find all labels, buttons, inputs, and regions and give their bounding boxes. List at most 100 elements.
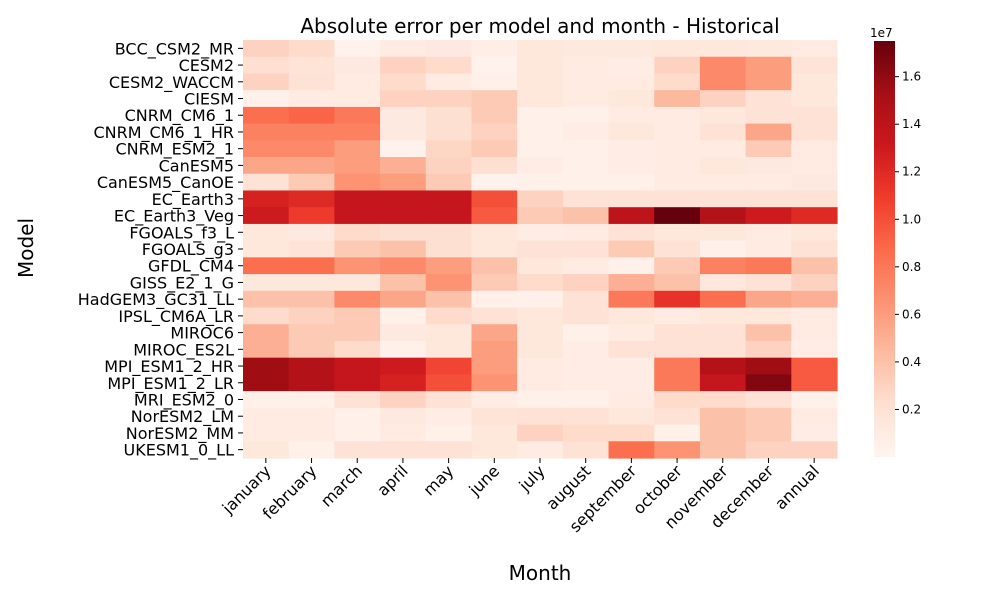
heatmap-cell-CNRM_CM6_1_HR-annual: [791, 123, 838, 141]
heatmap-cell-MIROC_ES2L-august: [562, 340, 610, 359]
heatmap-cell-HadGEM3_GC31_LL-november: [699, 290, 747, 309]
heatmap-cell-MIROC_ES2L-may: [425, 340, 473, 359]
heatmap-cell-IPSL_CM6A_LR-september: [608, 307, 655, 325]
heatmap-cell-FGOALS_f3_L-april: [380, 223, 427, 242]
heatmap-cell-MIROC_ES2L-october: [654, 340, 701, 359]
heatmap-cell-MPI_ESM1_2_LR-may: [425, 374, 473, 392]
colorbar: [874, 41, 895, 457]
chart-title: Absolute error per model and month - His…: [300, 14, 779, 38]
heatmap-cell-MPI_ESM1_2_HR-july: [517, 357, 564, 375]
heatmap-cell-MIROC6-march: [334, 324, 381, 342]
x-tick-label: july: [515, 461, 549, 495]
y-tick-label: MPI_ESM1_2_HR: [104, 357, 234, 377]
heatmap-cell-UKESM1_0_LL-march: [334, 441, 381, 459]
heatmap-cell-MIROC6-june: [471, 324, 518, 342]
heatmap-cell-MIROC_ES2L-september: [608, 340, 655, 359]
heatmap-cell-MIROC_ES2L-july: [517, 340, 564, 359]
y-tick-label: GISS_E2_1_G: [130, 273, 234, 293]
heatmap-cell-NorESM2_MM-february: [288, 424, 335, 442]
heatmap-cell-FGOALS_f3_L-october: [654, 223, 701, 242]
heatmap-cell-CESM2-january: [243, 56, 290, 75]
colorbar-tick-label: 1.0: [902, 212, 921, 226]
heatmap-cell-NorESM2_MM-august: [562, 424, 610, 442]
heatmap-cell-CIESM-november: [699, 90, 747, 108]
heatmap-cell-EC_Earth3-february: [288, 190, 335, 208]
heatmap-cell-GISS_E2_1_G-september: [608, 274, 655, 292]
heatmap-cell-CanESM5-may: [425, 157, 473, 175]
heatmap-cell-NorESM2_LM-august: [562, 407, 610, 426]
heatmap-cell-MPI_ESM1_2_LR-august: [562, 374, 610, 392]
heatmap-cell-MRI_ESM2_0-december: [745, 391, 792, 409]
heatmap-cell-NorESM2_LM-october: [654, 407, 701, 426]
y-tick-label: MIROC_ES2L: [133, 340, 234, 360]
heatmap-cell-CIESM-june: [471, 90, 518, 108]
heatmap-cell-CNRM_ESM2_1-annual: [791, 140, 838, 158]
heatmap-cell-CNRM_CM6_1-annual: [791, 106, 838, 125]
heatmap-cell-MPI_ESM1_2_HR-february: [288, 357, 335, 375]
heatmap-cell-EC_Earth3_Veg-november: [699, 207, 747, 225]
heatmap-cell-NorESM2_MM-october: [654, 424, 701, 442]
heatmap-cell-CNRM_CM6_1-july: [517, 106, 564, 125]
heatmap-cell-FGOALS_g3-march: [334, 240, 381, 258]
heatmap-cell-CIESM-annual: [791, 90, 838, 108]
heatmap-cell-CanESM5_CanOE-september: [608, 173, 655, 192]
y-tick-label: CNRM_ESM2_1: [116, 140, 235, 160]
heatmap-cell-CESM2_WACCM-march: [334, 73, 381, 91]
heatmap-cell-CESM2-february: [288, 56, 335, 75]
heatmap-cell-IPSL_CM6A_LR-april: [380, 307, 427, 325]
heatmap-cell-GFDL_CM4-april: [380, 257, 427, 275]
heatmap-cell-EC_Earth3-august: [562, 190, 610, 208]
heatmap-cell-MPI_ESM1_2_HR-september: [608, 357, 655, 375]
heatmap-cell-CanESM5-december: [745, 157, 792, 175]
y-tick-label: HadGEM3_GC31_LL: [78, 290, 234, 310]
heatmap-cell-CIESM-february: [288, 90, 335, 108]
heatmap-cell-EC_Earth3-september: [608, 190, 655, 208]
heatmap-cell-CESM2-july: [517, 56, 564, 75]
heatmap-cell-CESM2-august: [562, 56, 610, 75]
heatmap-cell-MIROC6-april: [380, 324, 427, 342]
heatmap-cell-CNRM_CM6_1_HR-september: [608, 123, 655, 141]
heatmap-cell-HadGEM3_GC31_LL-july: [517, 290, 564, 309]
y-tick-label: EC_Earth3: [152, 190, 234, 210]
heatmap-cell-CESM2_WACCM-august: [562, 73, 610, 91]
heatmap-cell-FGOALS_g3-february: [288, 240, 335, 258]
heatmap-cell-CNRM_CM6_1_HR-june: [471, 123, 518, 141]
heatmap-cell-HadGEM3_GC31_LL-march: [334, 290, 381, 309]
heatmap-cell-FGOALS_f3_L-november: [699, 223, 747, 242]
heatmap-cell-MPI_ESM1_2_HR-annual: [791, 357, 838, 375]
heatmap-cell-HadGEM3_GC31_LL-june: [471, 290, 518, 309]
colorbar-tick-label: 0.2: [902, 402, 921, 416]
heatmap-cell-MIROC_ES2L-november: [699, 340, 747, 359]
heatmap-cell-IPSL_CM6A_LR-march: [334, 307, 381, 325]
y-tick-label: GFDL_CM4: [148, 257, 234, 277]
heatmap-cell-CanESM5_CanOE-august: [562, 173, 610, 192]
heatmap-cell-EC_Earth3-november: [699, 190, 747, 208]
colorbar-tick-label: 0.6: [902, 307, 921, 321]
heatmap-cell-MRI_ESM2_0-march: [334, 391, 381, 409]
y-tick-label: FGOALS_g3: [142, 240, 234, 260]
heatmap-cell-NorESM2_MM-may: [425, 424, 473, 442]
heatmap-cell-GFDL_CM4-july: [517, 257, 564, 275]
heatmap-cell-CanESM5_CanOE-annual: [791, 173, 838, 192]
heatmap-cell-CESM2-annual: [791, 56, 838, 75]
heatmap-cell-FGOALS_g3-april: [380, 240, 427, 258]
heatmap-cell-NorESM2_LM-september: [608, 407, 655, 426]
heatmap-cell-NorESM2_MM-july: [517, 424, 564, 442]
heatmap-cell-EC_Earth3-march: [334, 190, 381, 208]
heatmap-cell-UKESM1_0_LL-october: [654, 441, 701, 459]
heatmap-cell-FGOALS_g3-september: [608, 240, 655, 258]
heatmap-cell-FGOALS_g3-annual: [791, 240, 838, 258]
heatmap-cell-CESM2-april: [380, 56, 427, 75]
heatmap-cell-CNRM_CM6_1-march: [334, 106, 381, 125]
heatmap-cell-EC_Earth3-october: [654, 190, 701, 208]
heatmap-cell-CIESM-april: [380, 90, 427, 108]
heatmap-cell-GFDL_CM4-march: [334, 257, 381, 275]
heatmap-cell-UKESM1_0_LL-may: [425, 441, 473, 459]
heatmap-cell-GISS_E2_1_G-march: [334, 274, 381, 292]
heatmap-cell-HadGEM3_GC31_LL-may: [425, 290, 473, 309]
heatmap-cell-GISS_E2_1_G-january: [243, 274, 290, 292]
colorbar-tick-label: 1.2: [902, 165, 921, 179]
heatmap-cell-MRI_ESM2_0-november: [699, 391, 747, 409]
heatmap-cell-CESM2-september: [608, 56, 655, 75]
